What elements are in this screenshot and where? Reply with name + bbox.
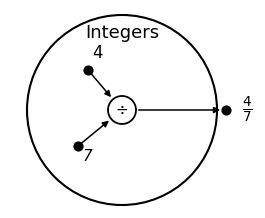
Point	[86, 68, 90, 72]
Point	[76, 144, 80, 148]
Point	[224, 108, 228, 112]
Text: ÷: ÷	[116, 102, 128, 118]
Text: $\frac{4}{7}$: $\frac{4}{7}$	[242, 95, 253, 125]
Circle shape	[108, 96, 136, 124]
Text: 7: 7	[83, 149, 93, 164]
Text: 4: 4	[92, 44, 103, 62]
Text: Integers: Integers	[85, 24, 159, 42]
